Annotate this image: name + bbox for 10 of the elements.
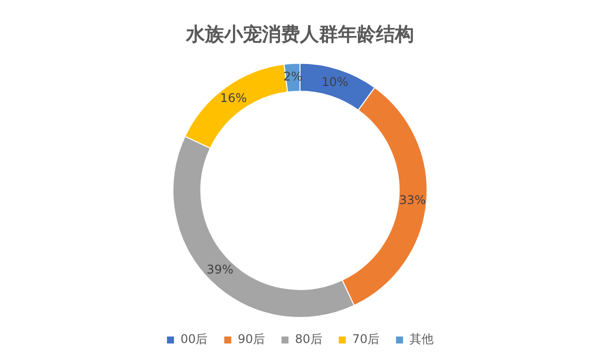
legend-label: 00后 xyxy=(180,332,208,346)
chart-title: 水族小宠消费人群年龄结构 xyxy=(185,23,414,46)
legend-label: 70后 xyxy=(352,332,380,346)
legend-label: 90后 xyxy=(238,332,266,346)
data-label: 10% xyxy=(322,74,348,89)
legend-label: 其他 xyxy=(410,332,434,346)
legend-label: 80后 xyxy=(295,332,322,346)
data-label: 33% xyxy=(399,193,426,208)
data-label: 16% xyxy=(220,91,247,106)
data-label: 39% xyxy=(206,262,234,277)
